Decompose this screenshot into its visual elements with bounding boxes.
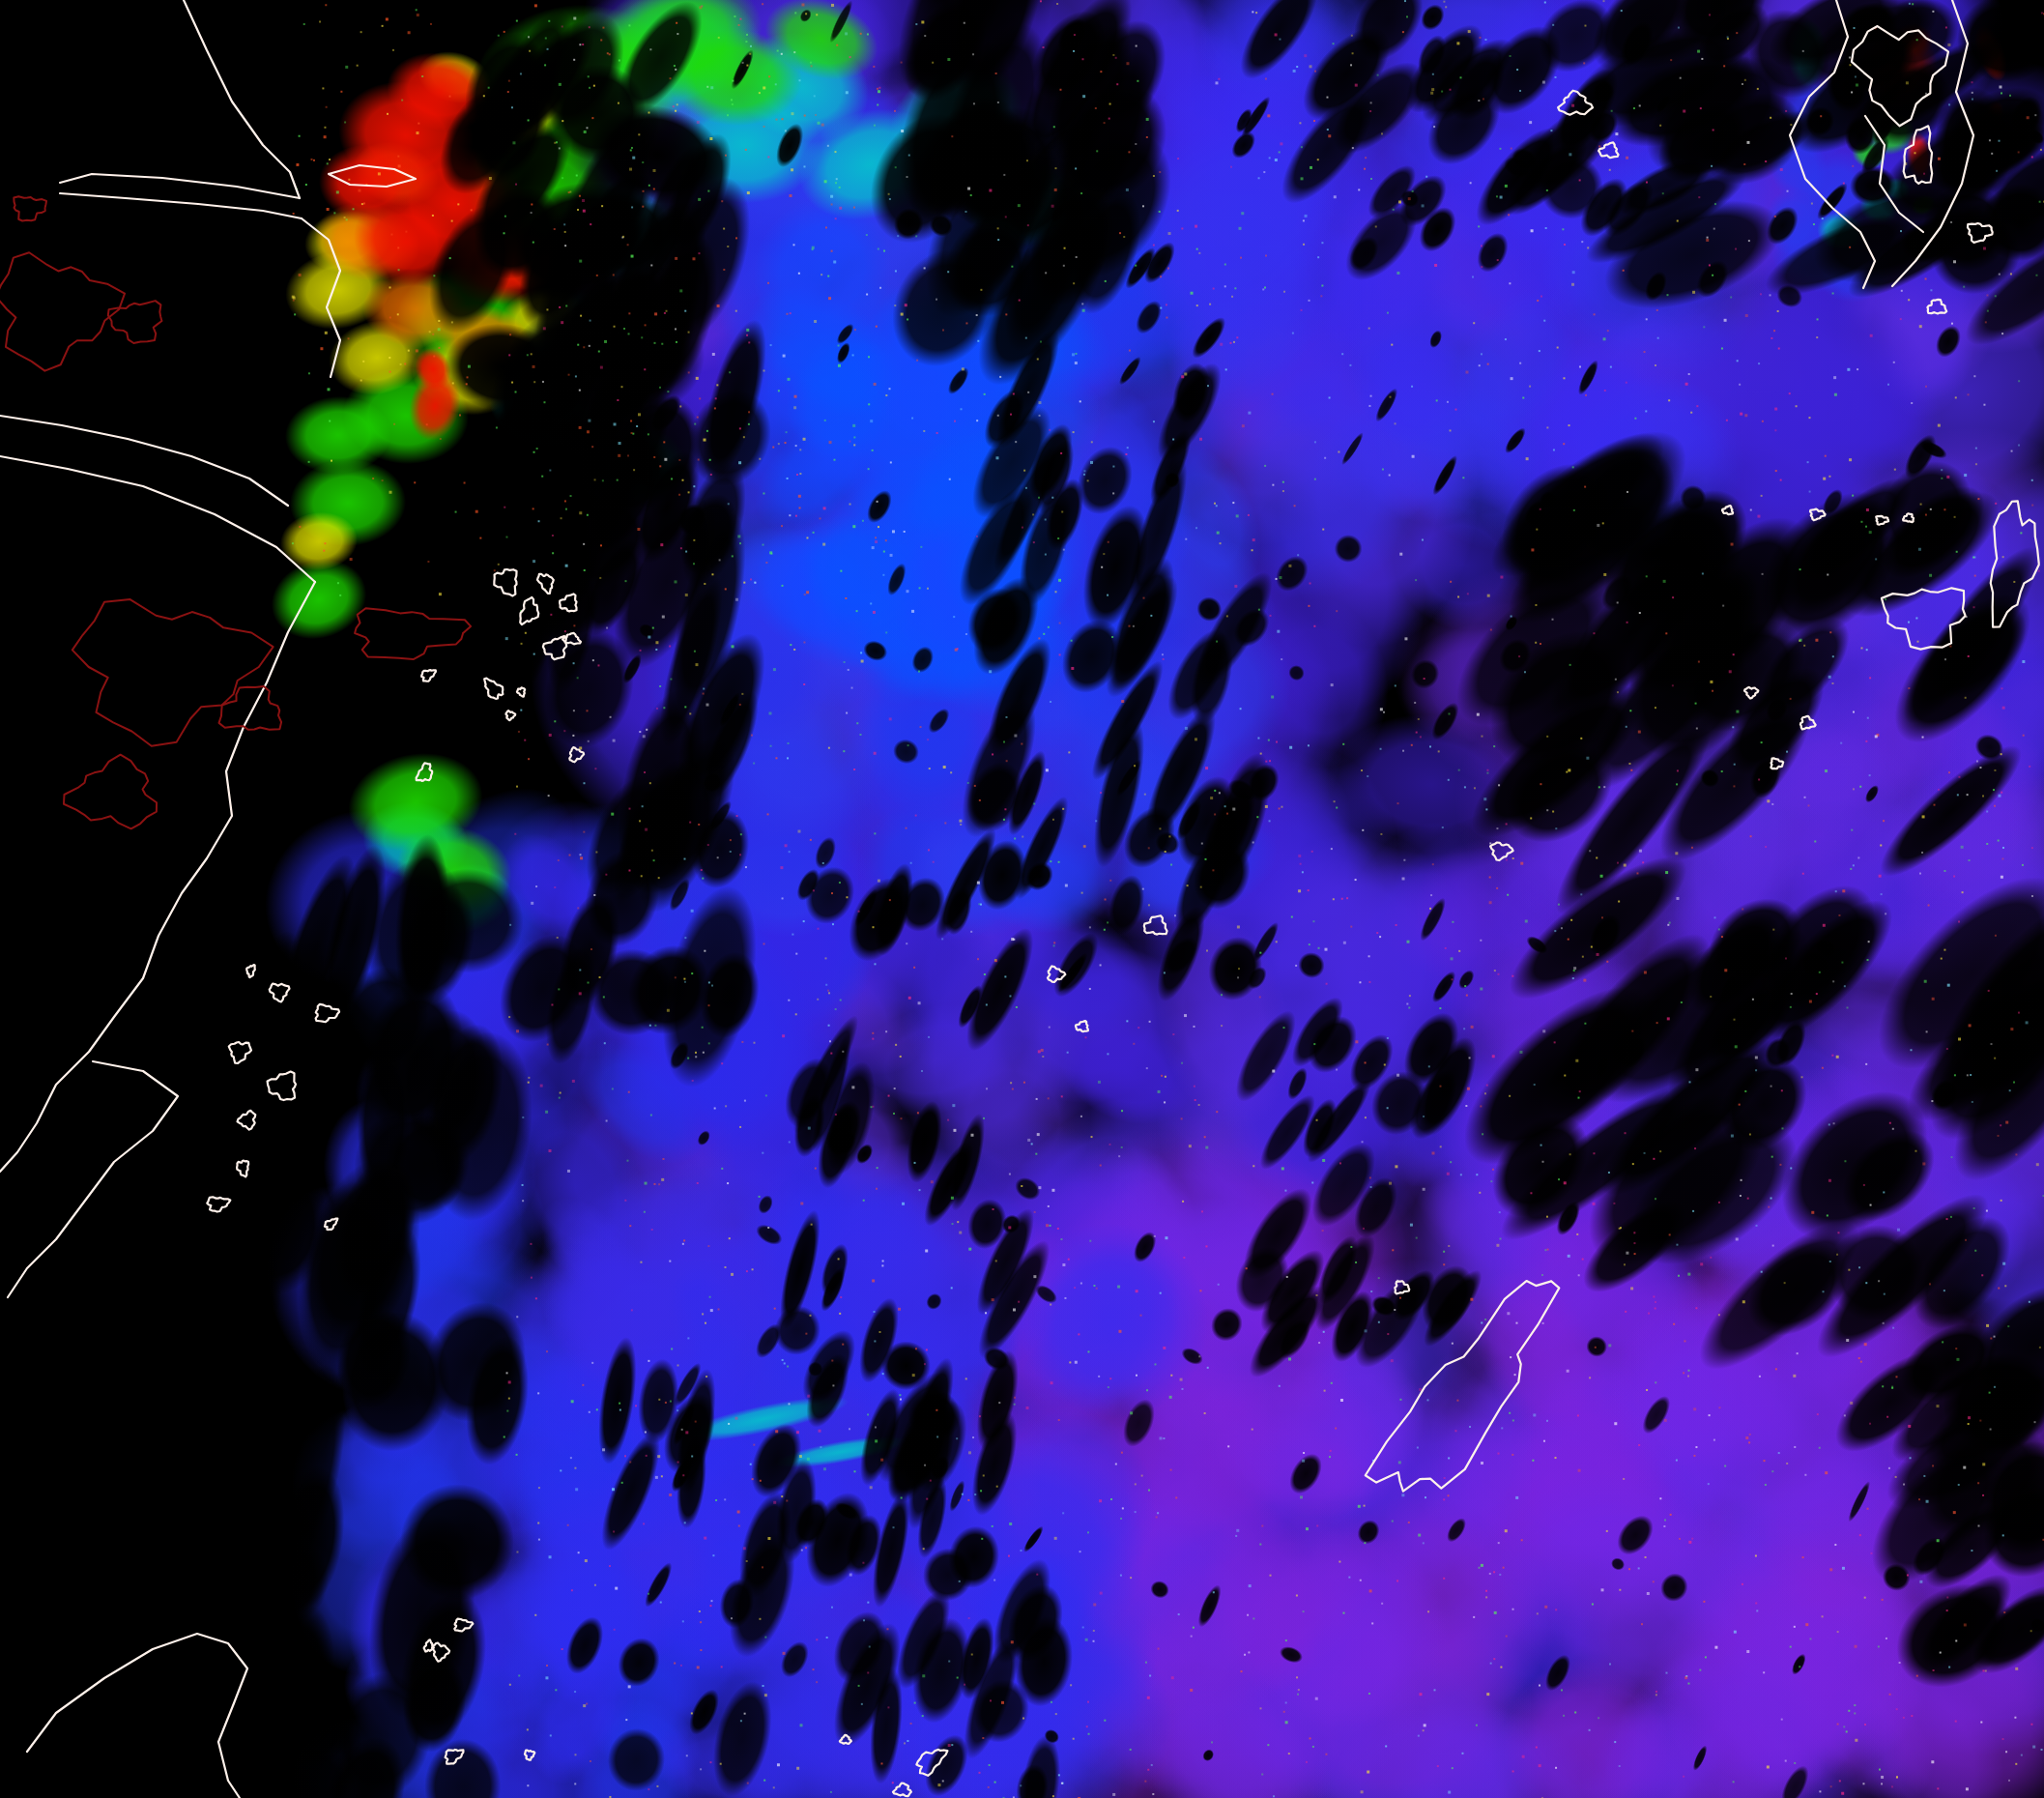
ocean-color-map [0,0,2044,1798]
satellite-image-canvas [0,0,2044,1798]
